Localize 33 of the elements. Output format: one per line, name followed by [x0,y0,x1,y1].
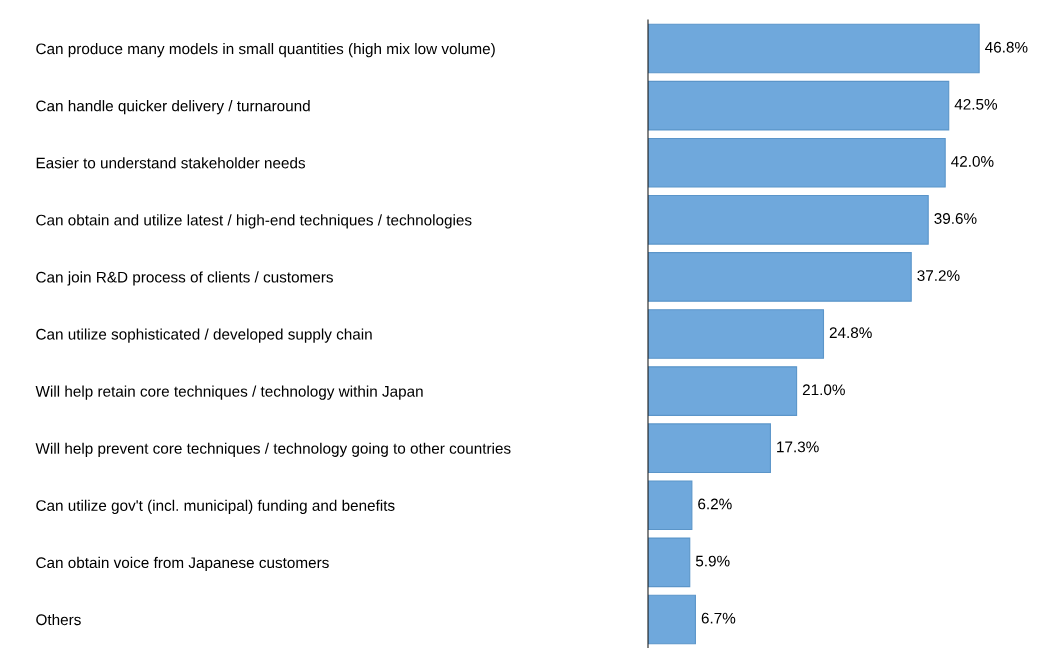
y-tick-label: Will help prevent core techniques / technology going to other countries [35,442,511,457]
bar [648,480,693,531]
data-label: 24.8% [829,327,872,339]
data-label: 6.7% [701,612,736,624]
bar [648,537,691,588]
data-label: 37.2% [917,270,960,282]
data-label: 5.9% [695,555,730,567]
bar [648,80,950,131]
bar [648,366,798,416]
y-tick-label: Can handle quicker delivery / turnaround [36,100,310,115]
bar [648,309,825,359]
bar [648,252,912,302]
y-tick-label: Easier to understand stakeholder needs [36,157,306,169]
data-label: 46.8% [985,41,1028,53]
bar [648,137,946,188]
data-label: 39.6% [934,213,977,224]
y-tick-label: Will help retain core techniques / technology within Japan [35,385,423,400]
y-tick-label: Can utilize sophisticated / developed supply chain [36,328,372,343]
bar [648,594,696,645]
y-tick-label: Can join R&D process of clients / customers [36,271,333,286]
data-label: 21.0% [802,384,845,396]
y-tick-label: Can obtain voice from Japanese customers [36,556,329,572]
y-tick-label: Can obtain and utilize latest / high-end techniques / technologies [36,214,472,229]
bar [648,194,929,245]
bar [648,23,980,74]
data-label: 42.0% [951,156,994,167]
y-tick-label: Others [36,613,81,626]
bar [648,423,771,474]
data-label: 6.2% [698,498,732,510]
data-label: 17.3% [777,441,819,453]
data-label: 42.5% [954,98,998,110]
y-tick-label: Can produce many models in small quantities (high mix low volume) [36,43,495,58]
y-tick-label: Can utilize gov't (incl. municipal) funding and benefits [36,499,395,514]
